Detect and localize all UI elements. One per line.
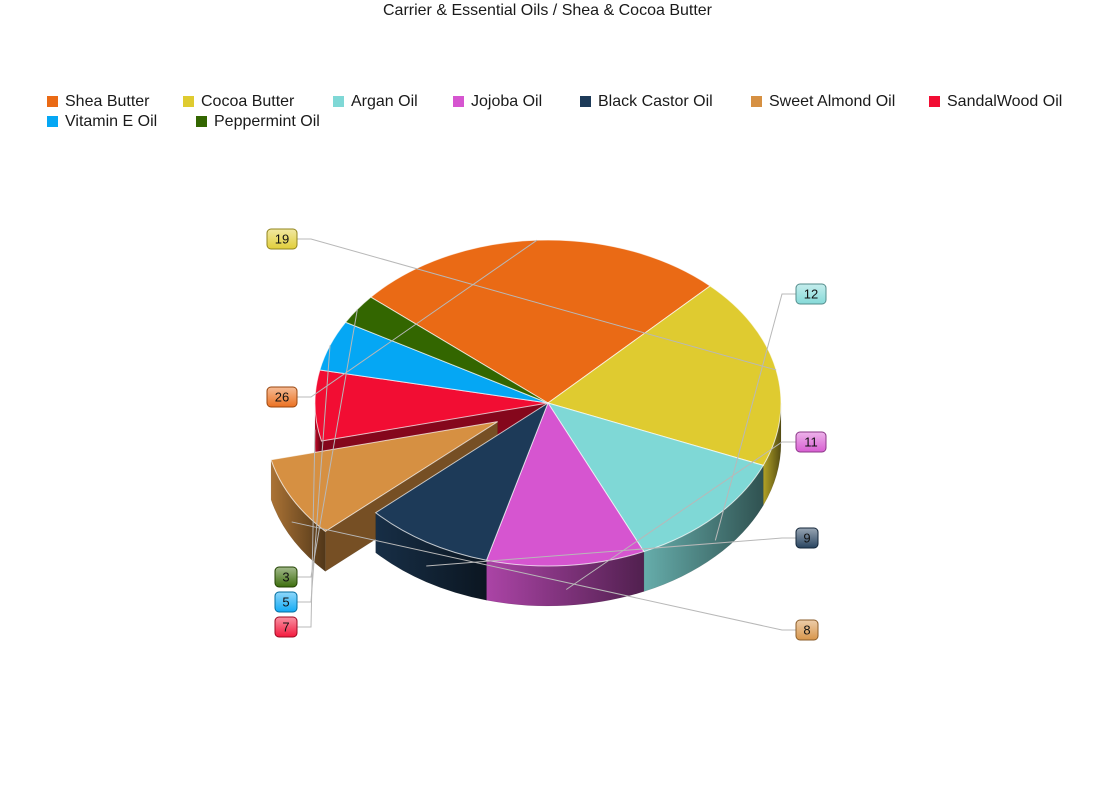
leader-line-cocoa-butter: [297, 238, 777, 371]
leader-line-vitamin-e-oil: [297, 345, 331, 603]
legend-item-peppermint-oil[interactable]: Peppermint Oil: [196, 113, 320, 131]
leader-line-black-castor-oil: [426, 537, 796, 567]
data-label-cocoa-butter: 19: [275, 232, 289, 247]
legend-item-jojoba-oil[interactable]: Jojoba Oil: [453, 93, 542, 111]
legend-swatch-black-castor-oil: [580, 96, 591, 107]
data-label-box-black-castor-oil: [795, 527, 819, 549]
leader-line-argan-oil: [714, 293, 796, 541]
legend-label-argan-oil: Argan Oil: [351, 93, 418, 110]
slice-black-castor-oil[interactable]: [374, 401, 550, 561]
legend-label-peppermint-oil: Peppermint Oil: [214, 113, 320, 130]
chart-legend: Shea Butter Cocoa Butter Argan Oil Jojob…: [0, 93, 1095, 133]
legend-item-argan-oil[interactable]: Argan Oil: [333, 93, 418, 111]
data-label-box-cocoa-butter: [266, 228, 298, 250]
data-label-sweet-almond-oil: 8: [803, 623, 810, 638]
legend-item-shea-butter[interactable]: Shea Butter: [47, 93, 150, 111]
legend-swatch-cocoa-butter: [183, 96, 194, 107]
leader-line-jojoba-oil: [565, 441, 796, 590]
data-label-black-castor-oil: 9: [803, 531, 810, 546]
data-label-vitamin-e-oil: 5: [282, 595, 289, 610]
leader-line-sandalwood-oil: [297, 429, 316, 628]
data-label-peppermint-oil: 3: [282, 570, 289, 585]
legend-item-sandalwood-oil[interactable]: SandalWood Oil: [929, 93, 1062, 111]
data-label-box-vitamin-e-oil: [274, 591, 298, 613]
leader-line-shea-butter: [297, 239, 538, 398]
legend-swatch-jojoba-oil: [453, 96, 464, 107]
legend-label-sandalwood-oil: SandalWood Oil: [947, 93, 1063, 110]
leader-line-peppermint-oil: [297, 309, 358, 578]
pie-tops: [270, 239, 782, 567]
legend-label-black-castor-oil: Black Castor Oil: [598, 93, 713, 110]
slice-shea-butter[interactable]: [369, 239, 712, 404]
legend-swatch-vitamin-e-oil: [47, 116, 58, 127]
legend-label-sweet-almond-oil: Sweet Almond Oil: [769, 93, 896, 110]
data-label-box-shea-butter: [266, 386, 298, 408]
data-label-box-jojoba-oil: [795, 431, 827, 453]
legend-item-black-castor-oil[interactable]: Black Castor Oil: [580, 93, 713, 111]
legend-label-cocoa-butter: Cocoa Butter: [201, 93, 295, 110]
data-label-sandalwood-oil: 7: [282, 620, 289, 635]
data-labels: 26 19 12 11 9 8 7 5 3: [266, 228, 827, 641]
data-label-box-sweet-almond-oil: [795, 619, 819, 641]
slice-sandalwood-oil[interactable]: [314, 369, 549, 442]
data-label-jojoba-oil: 11: [804, 435, 818, 450]
legend-swatch-shea-butter: [47, 96, 58, 107]
chart-title: Carrier & Essential Oils / Shea & Cocoa …: [382, 2, 713, 19]
data-label-shea-butter: 26: [275, 390, 289, 405]
legend-swatch-sweet-almond-oil: [751, 96, 762, 107]
legend-swatch-peppermint-oil: [196, 116, 207, 127]
legend-label-jojoba-oil: Jojoba Oil: [471, 93, 543, 110]
legend-item-cocoa-butter[interactable]: Cocoa Butter: [183, 93, 294, 111]
legend-item-sweet-almond-oil[interactable]: Sweet Almond Oil: [751, 93, 895, 111]
legend-label-shea-butter: Shea Butter: [65, 93, 150, 110]
legend-label-vitamin-e-oil: Vitamin E Oil: [65, 113, 158, 130]
slice-jojoba-oil[interactable]: [485, 401, 645, 567]
leader-line-sweet-almond-oil: [291, 521, 796, 631]
data-label-box-argan-oil: [795, 283, 827, 305]
legend-item-vitamin-e-oil[interactable]: Vitamin E Oil: [47, 113, 157, 131]
legend-swatch-argan-oil: [333, 96, 344, 107]
slice-cocoa-butter[interactable]: [546, 285, 782, 466]
data-label-box-peppermint-oil: [274, 566, 298, 588]
slice-peppermint-oil[interactable]: [344, 296, 549, 404]
legend-swatch-sandalwood-oil: [929, 96, 940, 107]
data-label-box-sandalwood-oil: [274, 616, 298, 638]
data-label-argan-oil: 12: [804, 287, 818, 302]
